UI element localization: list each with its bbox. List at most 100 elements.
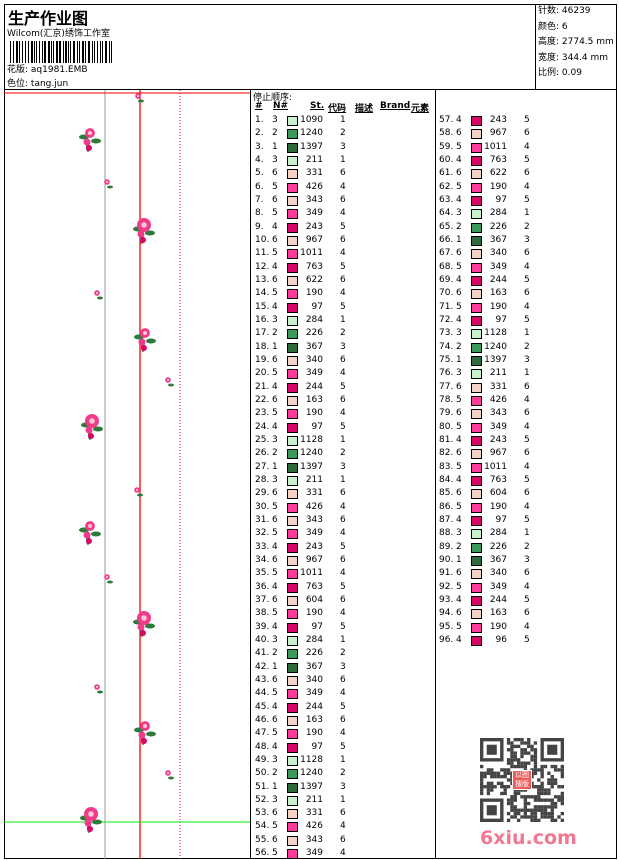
barcode-bar <box>19 41 20 63</box>
needle-number: 6 <box>456 381 462 392</box>
color-code: 5 <box>524 154 530 165</box>
needle-number: 6 <box>456 288 462 299</box>
color-code: 1 <box>340 474 346 485</box>
stitch-count: 349 <box>489 581 507 592</box>
stitch-count: 349 <box>305 528 323 539</box>
barcode-bar <box>48 41 50 63</box>
table-row: 32. 5 349 4 <box>252 527 432 540</box>
qr-module <box>516 764 521 769</box>
stop-number: 80. <box>439 421 454 432</box>
stop-number: 24. <box>255 421 270 432</box>
color-swatch <box>287 275 298 286</box>
qr-module <box>550 774 554 779</box>
color-swatch <box>287 129 298 140</box>
needle-number: 4 <box>456 194 462 205</box>
qr-module <box>510 801 514 806</box>
seal-text: 以图 搜版 <box>515 771 529 788</box>
stop-number: 10. <box>255 234 270 245</box>
qr-module <box>530 795 534 799</box>
qr-module <box>530 744 534 749</box>
barcode-bar <box>21 41 24 63</box>
qr-module <box>550 785 554 789</box>
color-code: 5 <box>524 634 530 645</box>
color-code: 2 <box>340 328 346 339</box>
needle-number: 4 <box>272 741 278 752</box>
stop-number: 48. <box>255 741 270 752</box>
color-swatch <box>287 702 298 713</box>
stop-number: 89. <box>439 541 454 552</box>
color-swatch <box>471 569 482 580</box>
qr-module <box>553 768 558 772</box>
qr-module <box>560 764 564 769</box>
color-swatch <box>471 155 482 166</box>
table-row: 51. 1 1397 3 <box>252 781 432 794</box>
stop-number: 7. <box>255 194 264 205</box>
qr-module <box>506 801 511 806</box>
qr-module <box>510 778 514 782</box>
qr-module <box>547 744 558 755</box>
color-swatch <box>287 835 298 846</box>
table-row: 54. 5 426 4 <box>252 820 432 833</box>
barcode-bar <box>70 41 72 63</box>
stop-number: 57. <box>439 115 454 125</box>
qr-module <box>513 744 517 749</box>
color-code: 5 <box>340 221 346 232</box>
needle-number: 3 <box>456 528 462 539</box>
needle-number: 5 <box>272 728 278 739</box>
stitch-count: 349 <box>305 208 323 219</box>
table-row: 44. 5 349 4 <box>252 687 432 700</box>
table-row: 20. 5 349 4 <box>252 367 432 380</box>
qr-module <box>506 768 511 772</box>
needle-number: 1 <box>456 554 462 565</box>
stop-number: 78. <box>439 394 454 405</box>
qr-module <box>543 808 548 812</box>
qr-module <box>503 774 507 779</box>
qr-module <box>516 818 521 822</box>
qr-module <box>510 781 514 786</box>
qr-module <box>533 811 538 816</box>
needle-number: 4 <box>456 474 462 485</box>
qr-module <box>533 751 538 755</box>
qr-module <box>550 778 554 782</box>
stitch-count: 211 <box>305 154 323 165</box>
qr-module <box>560 801 564 806</box>
stitch-count: 226 <box>489 541 507 552</box>
qr-module <box>506 771 511 775</box>
stitch-count: 426 <box>305 501 323 512</box>
color-code: 4 <box>524 621 530 632</box>
qr-module <box>540 791 544 796</box>
needle-number: 6 <box>456 168 462 179</box>
needle-number: 6 <box>272 834 278 845</box>
qr-module <box>490 771 494 775</box>
stop-number: 65. <box>439 221 454 232</box>
table-row: 2. 2 1240 2 <box>252 127 432 140</box>
column-divider <box>435 90 436 859</box>
stop-number: 6. <box>255 181 264 192</box>
color-code: 6 <box>340 234 346 245</box>
qr-module <box>510 771 514 775</box>
color-swatch <box>471 369 482 380</box>
table-row: 83. 5 1011 4 <box>436 461 616 474</box>
table-row: 96. 4 96 5 <box>436 634 616 647</box>
color-code: 4 <box>340 288 346 299</box>
barcode-bar <box>39 41 41 63</box>
barcode-bar <box>91 41 93 63</box>
qr-module <box>506 741 511 745</box>
qr-module <box>520 754 524 759</box>
color-swatch <box>287 582 298 593</box>
stop-number: 63. <box>439 194 454 205</box>
qr-module <box>547 811 551 816</box>
table-row: 88. 3 284 1 <box>436 527 616 540</box>
color-code: 6 <box>524 381 530 392</box>
qr-module <box>533 808 538 812</box>
stop-number: 44. <box>255 688 270 699</box>
qr-module <box>486 805 497 816</box>
flower-icon <box>134 721 156 745</box>
stop-number: 19. <box>255 354 270 365</box>
stitch-count: 1011 <box>484 141 507 152</box>
stop-number: 16. <box>255 314 270 325</box>
color-swatch <box>287 329 298 340</box>
qr-module <box>483 774 487 779</box>
color-swatch <box>471 515 482 526</box>
table-row: 27. 1 1397 3 <box>252 461 432 474</box>
